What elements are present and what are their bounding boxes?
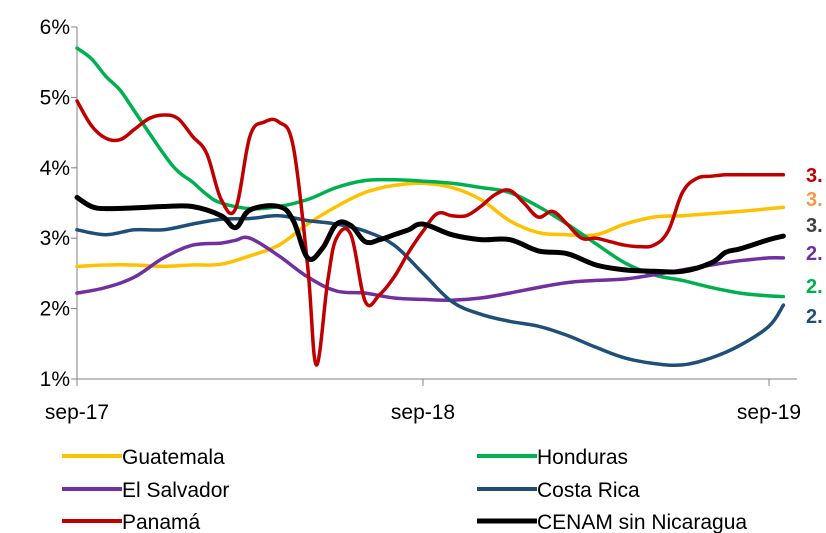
- y-tick-label: 6%: [40, 16, 70, 39]
- y-tick-label: 4%: [40, 157, 70, 180]
- legend-item: Panamá: [62, 511, 201, 533]
- end-value-label: 3.: [806, 215, 823, 237]
- legend-item: El Salvador: [62, 479, 229, 502]
- chart-end-labels: 3.3.3.2.2.2.: [806, 165, 823, 328]
- series-line-cenam-sin-nicaragua: [74, 194, 786, 275]
- x-tick-label: sep-18: [391, 401, 455, 424]
- legend-label: Panamá: [122, 511, 201, 533]
- y-tick-label: 2%: [40, 298, 70, 321]
- legend-item: Honduras: [477, 446, 628, 469]
- chart-legend: Guatemala Honduras El Salvador Costa Rica Pa…: [62, 446, 747, 533]
- y-tick-label: 3%: [40, 227, 70, 250]
- end-value-label: 3.: [806, 165, 823, 187]
- chart-series-lines: [74, 46, 786, 368]
- legend-item: CENAM sin Nicaragua: [477, 511, 747, 533]
- series-line-panam-: [75, 99, 786, 367]
- legend-label: Costa Rica: [537, 479, 640, 502]
- y-tick-label: 1%: [40, 368, 70, 391]
- legend-item: Costa Rica: [477, 479, 640, 502]
- legend-item: Guatemala: [62, 446, 225, 469]
- series-line-costa-rica: [75, 213, 786, 368]
- legend-label: Guatemala: [122, 446, 225, 469]
- series-line-guatemala: [75, 181, 786, 269]
- y-tick-label: 5%: [40, 86, 70, 109]
- legend-label: CENAM sin Nicaragua: [537, 511, 747, 533]
- end-value-label: 3.: [806, 189, 823, 211]
- chart-axes: 1% 2% 3% 4% 5% 6% sep-17 sep-18 sep-19: [40, 16, 801, 424]
- series-line-honduras: [75, 46, 786, 299]
- end-value-label: 2.: [806, 306, 823, 328]
- end-value-label: 2.: [806, 243, 823, 265]
- series-line-el-salvador: [75, 235, 786, 302]
- legend-label: El Salvador: [122, 479, 229, 502]
- x-tick-label: sep-19: [737, 401, 801, 424]
- end-value-label: 2.: [806, 276, 823, 298]
- x-tick-label: sep-17: [45, 401, 109, 424]
- legend-label: Honduras: [537, 446, 628, 469]
